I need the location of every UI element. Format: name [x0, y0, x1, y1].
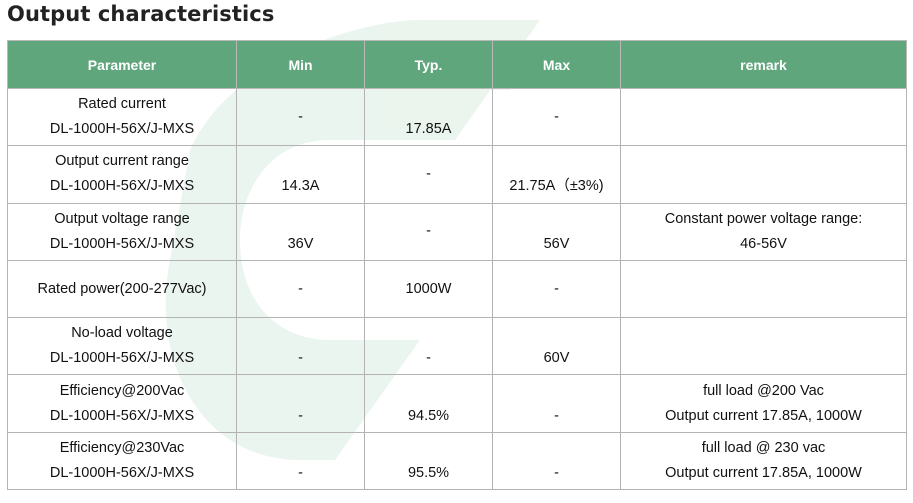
max-value: 60V: [543, 350, 570, 367]
remark-line: full load @ 230 vac: [701, 439, 826, 456]
min-value: -: [298, 407, 303, 424]
typ-cell: 94.5%: [364, 374, 493, 433]
typ-value: 17.85A: [405, 121, 452, 138]
min-value: -: [298, 464, 303, 481]
min-value: -: [298, 350, 303, 367]
header-parameter: Parameter: [7, 40, 237, 89]
param-name: No-load voltage: [71, 325, 173, 342]
param-name: Rated power(200-277Vac): [37, 280, 207, 297]
max-value: 21.75A（±3%): [509, 178, 604, 195]
remark-line: Output current 17.85A, 1000W: [665, 464, 862, 481]
min-cell: -: [236, 374, 365, 433]
max-cell: -: [492, 374, 621, 433]
remark-cell: [620, 259, 907, 319]
header-max: Max: [492, 40, 621, 89]
min-value: -: [298, 108, 303, 125]
min-cell: 36V: [236, 202, 365, 261]
remark-line: full load @200 Vac: [703, 382, 824, 399]
max-cell: -: [492, 87, 621, 147]
param-name: Rated current: [78, 96, 166, 113]
param-model: DL-1000H-56X/J-MXS: [49, 178, 195, 195]
table-row: Output voltage range DL-1000H-56X/J-MXS …: [7, 202, 907, 261]
remark-line: Output current 17.85A, 1000W: [665, 407, 862, 424]
max-value: -: [554, 464, 559, 481]
min-cell: -: [236, 317, 365, 376]
param-name: Output current range: [55, 153, 189, 170]
max-cell: 21.75A（±3%): [492, 145, 621, 204]
param-cell: Efficiency@200Vac DL-1000H-56X/J-MXS: [7, 374, 237, 433]
typ-cell: -: [364, 317, 493, 376]
typ-cell: -: [364, 145, 493, 204]
typ-value: 95.5%: [407, 464, 450, 481]
param-model: DL-1000H-56X/J-MXS: [49, 235, 195, 252]
typ-value: -: [426, 350, 431, 367]
max-value: -: [554, 108, 559, 125]
remark-cell: full load @200 Vac Output current 17.85A…: [620, 374, 907, 433]
remark-cell: [620, 145, 907, 204]
max-value: -: [554, 407, 559, 424]
min-value: 14.3A: [281, 178, 320, 195]
min-value: -: [298, 280, 303, 297]
typ-cell: -: [364, 202, 493, 261]
remark-line: 46-56V: [740, 235, 787, 252]
header-row: Parameter Min Typ. Max remark: [7, 40, 907, 89]
param-cell: Output voltage range DL-1000H-56X/J-MXS: [7, 202, 237, 261]
param-name: Output voltage range: [54, 210, 190, 227]
output-characteristics-table: Parameter Min Typ. Max remark Rated curr…: [7, 40, 907, 491]
max-cell: 56V: [492, 202, 621, 261]
param-cell: Output current range DL-1000H-56X/J-MXS: [7, 145, 237, 204]
header-min: Min: [236, 40, 365, 89]
typ-value: -: [426, 223, 431, 240]
typ-cell: 1000W: [364, 259, 493, 319]
max-cell: -: [492, 259, 621, 319]
header-remark: remark: [620, 40, 907, 89]
min-value: 36V: [287, 235, 314, 252]
min-cell: -: [236, 87, 365, 147]
table-row: Rated current DL-1000H-56X/J-MXS - 17.85…: [7, 87, 907, 147]
remark-cell: [620, 87, 907, 147]
param-cell: Rated current DL-1000H-56X/J-MXS: [7, 87, 237, 147]
max-value: 56V: [543, 235, 570, 252]
typ-value: 1000W: [405, 280, 452, 297]
remark-cell: Constant power voltage range: 46-56V: [620, 202, 907, 261]
max-cell: 60V: [492, 317, 621, 376]
param-cell: No-load voltage DL-1000H-56X/J-MXS: [7, 317, 237, 376]
param-name: Efficiency@230Vac: [59, 439, 185, 456]
typ-value: 94.5%: [407, 407, 450, 424]
remark-cell: [620, 317, 907, 376]
remark-cell: full load @ 230 vac Output current 17.85…: [620, 431, 907, 491]
table-row: Efficiency@230Vac DL-1000H-56X/J-MXS - 9…: [7, 431, 907, 491]
typ-cell: 95.5%: [364, 431, 493, 491]
param-model: DL-1000H-56X/J-MXS: [49, 464, 195, 481]
typ-value: -: [426, 165, 431, 182]
table-row: No-load voltage DL-1000H-56X/J-MXS - - 6…: [7, 317, 907, 376]
min-cell: -: [236, 259, 365, 319]
param-model: DL-1000H-56X/J-MXS: [49, 350, 195, 367]
param-cell: Rated power(200-277Vac): [7, 259, 237, 319]
page-title: Output characteristics: [7, 2, 275, 26]
max-cell: -: [492, 431, 621, 491]
param-model: DL-1000H-56X/J-MXS: [49, 407, 195, 424]
min-cell: 14.3A: [236, 145, 365, 204]
typ-cell: 17.85A: [364, 87, 493, 147]
header-typ: Typ.: [364, 40, 493, 89]
table-row: Rated power(200-277Vac) - 1000W -: [7, 259, 907, 319]
table-row: Efficiency@200Vac DL-1000H-56X/J-MXS - 9…: [7, 374, 907, 433]
param-cell: Efficiency@230Vac DL-1000H-56X/J-MXS: [7, 431, 237, 491]
param-model: DL-1000H-56X/J-MXS: [49, 121, 195, 138]
min-cell: -: [236, 431, 365, 491]
max-value: -: [554, 280, 559, 297]
remark-line: Constant power voltage range:: [664, 210, 863, 227]
param-name: Efficiency@200Vac: [59, 382, 185, 399]
table-row: Output current range DL-1000H-56X/J-MXS …: [7, 145, 907, 204]
